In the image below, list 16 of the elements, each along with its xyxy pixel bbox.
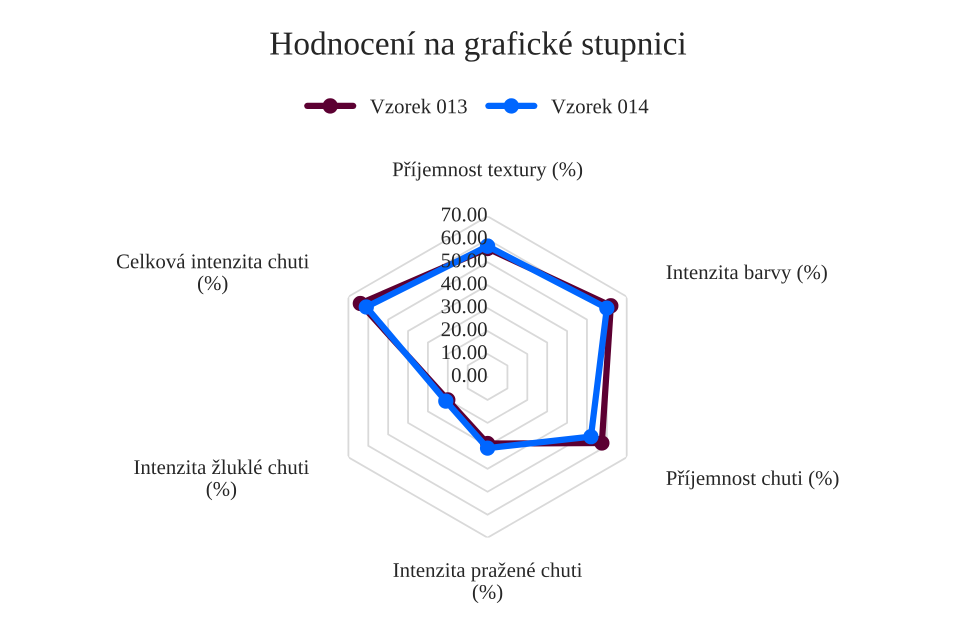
y-tick-label: 60.00 [442, 230, 487, 245]
spoke-label: Intenzita žluklé chuti (%) [134, 460, 309, 500]
y-tick-label: 0.00 [452, 368, 487, 382]
legend-label: Vzorek 014 [551, 98, 648, 114]
y-tick-label: 10.00 [442, 345, 487, 360]
y-tick-label: 30.00 [442, 299, 487, 314]
chart-title: Hodnocení na grafické stupnici [270, 31, 686, 62]
spoke-label: Intenzita pražené chuti (%) [393, 562, 582, 604]
spoke-label: Příjemnost textury (%) [392, 162, 582, 181]
y-tick-label: 40.00 [441, 276, 487, 290]
spoke-label: Celková intenzita chuti (%) [116, 254, 309, 294]
spoke-label: Příjemnost chuti (%) [666, 470, 838, 490]
y-tick-label: 20.00 [442, 322, 487, 336]
y-tick-label: 70.00 [442, 207, 487, 222]
legend-label: Vzorek 013 [370, 98, 467, 114]
spoke-label: Intenzita barvy (%) [666, 264, 827, 284]
